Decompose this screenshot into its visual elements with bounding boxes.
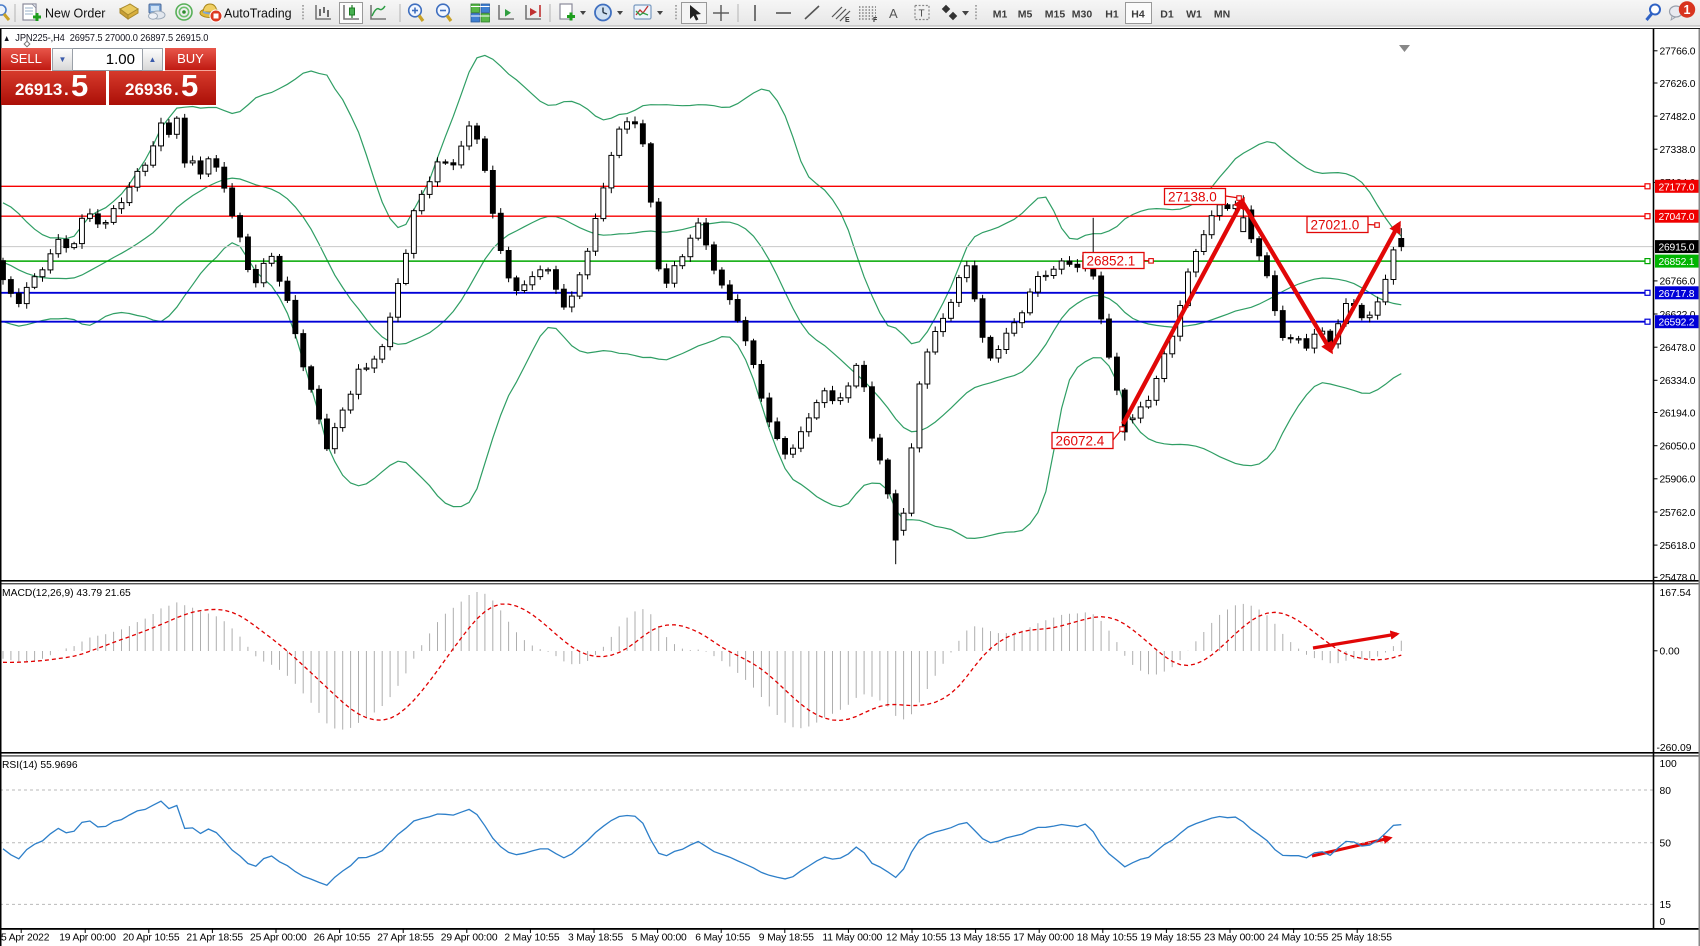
svg-text:9 May 18:55: 9 May 18:55 [759, 933, 814, 944]
svg-text:27138.0: 27138.0 [1168, 190, 1217, 205]
svg-text:27626.0: 27626.0 [1660, 79, 1696, 90]
svg-text:27482.0: 27482.0 [1660, 112, 1696, 123]
svg-text:0: 0 [1660, 917, 1666, 928]
svg-text:23 May 00:00: 23 May 00:00 [1204, 933, 1265, 944]
svg-text:29 Apr 00:00: 29 Apr 00:00 [441, 933, 498, 944]
svg-text:27047.0: 27047.0 [1659, 212, 1695, 223]
svg-text:RSI(14) 55.9696: RSI(14) 55.9696 [2, 760, 78, 771]
svg-text:18 May 10:55: 18 May 10:55 [1077, 933, 1138, 944]
svg-text:21 Apr 18:55: 21 Apr 18:55 [186, 933, 243, 944]
svg-text:26194.0: 26194.0 [1660, 408, 1696, 419]
svg-text:13 May 18:55: 13 May 18:55 [950, 933, 1011, 944]
svg-text:27021.0: 27021.0 [1311, 218, 1360, 233]
svg-text:F: F [873, 17, 878, 24]
svg-text:D1: D1 [1160, 9, 1174, 21]
svg-text:26478.0: 26478.0 [1660, 343, 1696, 354]
svg-text:26915.0: 26915.0 [1659, 243, 1695, 254]
svg-text:0.00: 0.00 [1660, 647, 1680, 658]
svg-text:27338.0: 27338.0 [1660, 145, 1696, 156]
svg-text:20 Apr 10:55: 20 Apr 10:55 [123, 933, 180, 944]
svg-text:25618.0: 25618.0 [1660, 541, 1696, 552]
svg-text:26 Apr 10:55: 26 Apr 10:55 [314, 933, 371, 944]
svg-text:27766.0: 27766.0 [1660, 47, 1696, 58]
svg-text:15: 15 [1660, 900, 1672, 911]
svg-text:26717.8: 26717.8 [1659, 289, 1695, 300]
svg-text:2 May 10:55: 2 May 10:55 [504, 933, 559, 944]
svg-text:80: 80 [1660, 786, 1672, 797]
svg-text:26072.4: 26072.4 [1056, 434, 1105, 449]
svg-text:AutoTrading: AutoTrading [224, 7, 292, 21]
svg-text:26050.0: 26050.0 [1660, 442, 1696, 453]
svg-text:M15: M15 [1045, 9, 1066, 21]
svg-text:W1: W1 [1186, 9, 1202, 21]
svg-text:25762.0: 25762.0 [1660, 508, 1696, 519]
svg-text:24 May 10:55: 24 May 10:55 [1268, 933, 1329, 944]
svg-text:25 Apr 00:00: 25 Apr 00:00 [250, 933, 307, 944]
svg-text:H1: H1 [1105, 9, 1119, 21]
svg-text:50: 50 [1660, 839, 1672, 850]
svg-text:3 May 18:55: 3 May 18:55 [568, 933, 623, 944]
svg-text:27177.0: 27177.0 [1659, 182, 1695, 193]
svg-text:6 May 10:55: 6 May 10:55 [695, 933, 750, 944]
svg-text:26592.2: 26592.2 [1659, 318, 1695, 329]
svg-text:M30: M30 [1072, 9, 1093, 21]
svg-text:100: 100 [1660, 759, 1677, 770]
svg-text:25478.0: 25478.0 [1660, 573, 1696, 584]
svg-text:19 May 18:55: 19 May 18:55 [1140, 933, 1201, 944]
svg-text:M1: M1 [993, 9, 1008, 21]
svg-text:MACD(12,26,9) 43.79 21.65: MACD(12,26,9) 43.79 21.65 [2, 588, 131, 599]
svg-text:26334.0: 26334.0 [1660, 376, 1696, 387]
svg-text:5 May 00:00: 5 May 00:00 [632, 933, 687, 944]
svg-text:1: 1 [1684, 3, 1691, 17]
svg-text:5 Apr 2022: 5 Apr 2022 [1, 933, 50, 944]
svg-text:26852.1: 26852.1 [1087, 254, 1136, 269]
svg-text:MN: MN [1214, 9, 1230, 21]
svg-text:19 Apr 00:00: 19 Apr 00:00 [59, 933, 116, 944]
svg-text:17 May 00:00: 17 May 00:00 [1013, 933, 1074, 944]
svg-text:27 Apr 18:55: 27 Apr 18:55 [377, 933, 434, 944]
svg-text:New Order: New Order [45, 7, 105, 21]
svg-text:11 May 00:00: 11 May 00:00 [822, 933, 882, 944]
svg-text:T: T [919, 9, 925, 20]
svg-text:H4: H4 [1131, 9, 1145, 21]
svg-text:12 May 10:55: 12 May 10:55 [886, 933, 947, 944]
svg-text:25 May 18:55: 25 May 18:55 [1331, 933, 1392, 944]
svg-text:26852.1: 26852.1 [1659, 257, 1695, 268]
svg-text:A: A [889, 6, 898, 21]
svg-text:M5: M5 [1018, 9, 1033, 21]
svg-text:167.54: 167.54 [1660, 588, 1692, 599]
svg-text:E: E [845, 17, 850, 24]
svg-text:25906.0: 25906.0 [1660, 475, 1696, 486]
svg-text:-260.09: -260.09 [1657, 743, 1692, 754]
svg-text:26766.0: 26766.0 [1660, 277, 1696, 288]
